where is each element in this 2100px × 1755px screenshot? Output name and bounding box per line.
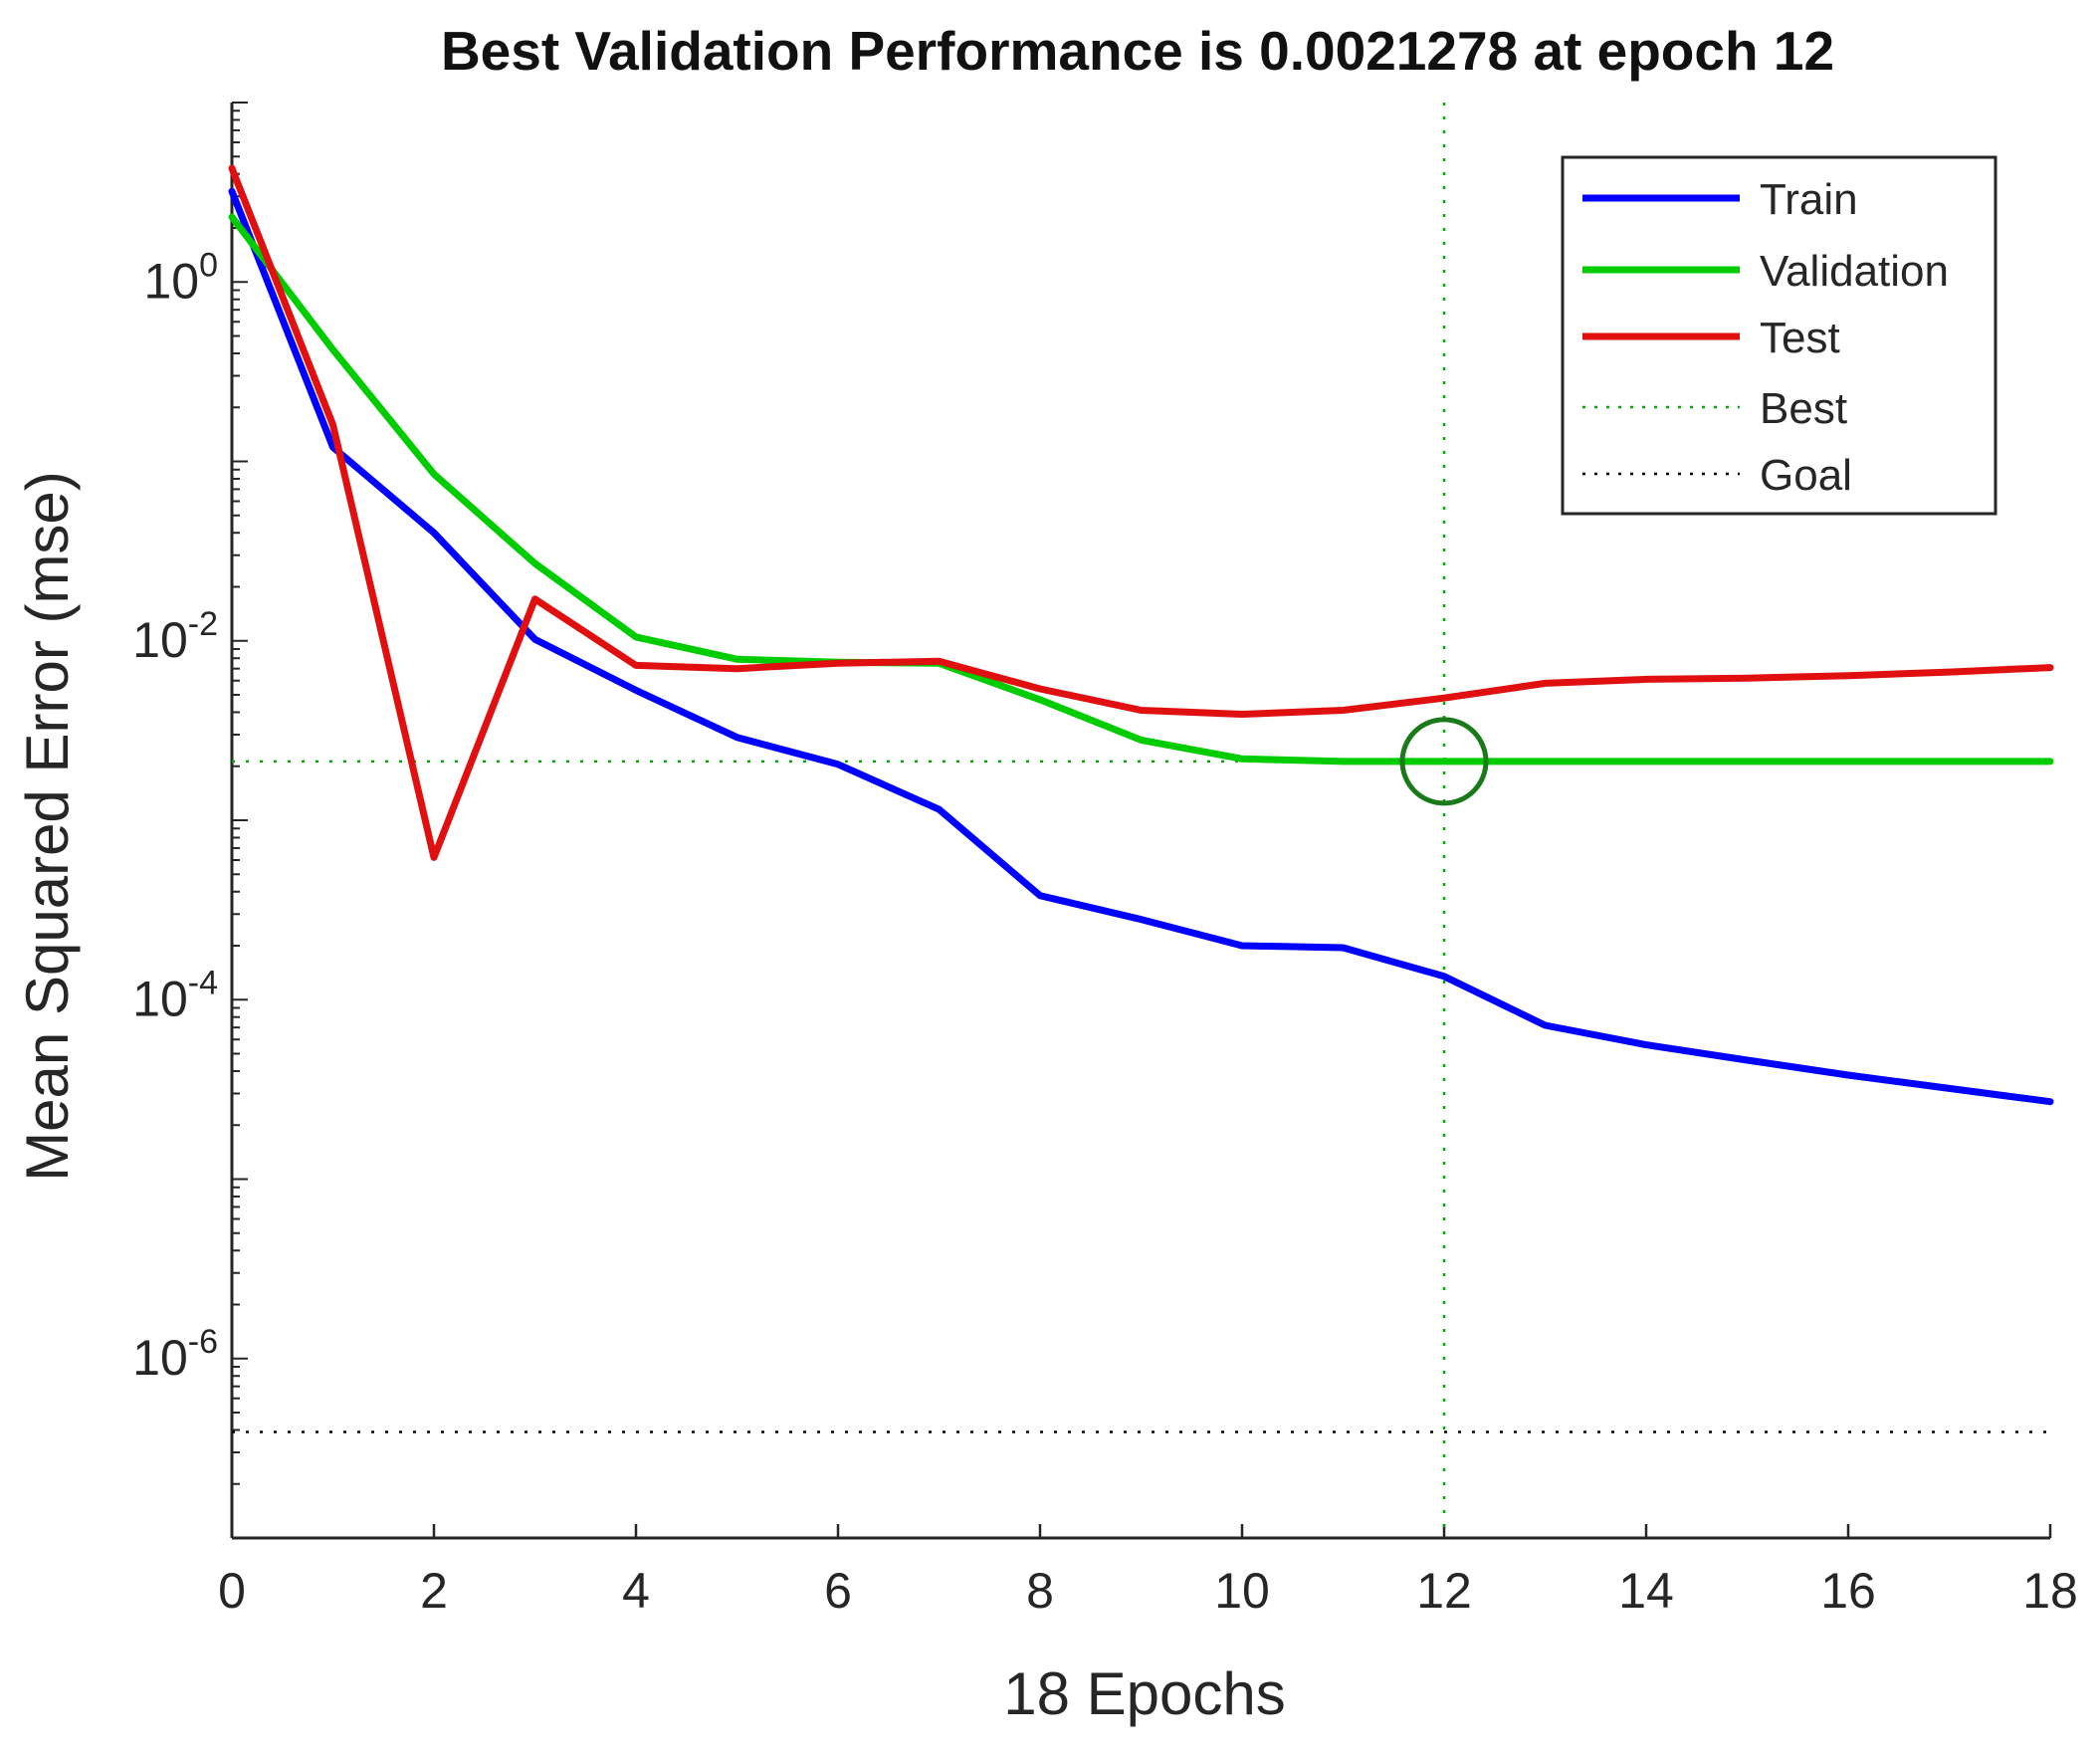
series-line-validation [228,213,2054,766]
x-tick-label: 2 [420,1563,448,1619]
legend-label-train: Train [1760,175,1858,224]
x-tick-label: 12 [1416,1563,1472,1619]
legend-label-best: Best [1760,384,1847,433]
y-tick-label: 100 [143,246,218,309]
y-tick-label: 10-6 [132,1323,218,1386]
x-tick-label: 8 [1026,1563,1054,1619]
series-layer [228,103,2054,1538]
x-tick-label: 6 [824,1563,852,1619]
x-tick-label: 4 [622,1563,650,1619]
x-axis-label: 18 Epochs [1003,1660,1286,1727]
x-tick-label: 0 [218,1563,246,1619]
series-line-train [228,187,2054,1106]
series-line-test [228,164,2054,861]
x-tick-label: 10 [1214,1563,1270,1619]
legend: Train Validation Test Best Goal [1561,155,1997,516]
y-axis-label: Mean Squared Error (mse) [14,471,81,1182]
best-marker-circle [1399,717,1489,806]
x-tick-label: 14 [1618,1563,1674,1619]
legend-label-test: Test [1760,314,1840,362]
chart-title: Best Validation Performance is 0.0021278… [441,20,1834,82]
axes: 0 2 4 6 8 10 12 14 16 18 100 10-2 10-4 10-6 [132,102,2078,1619]
y-tick-label: 10-4 [132,964,218,1026]
legend-label-goal: Goal [1760,451,1852,500]
y-tick-label: 10-2 [132,605,218,668]
x-tick-label: 16 [1820,1563,1876,1619]
x-tick-label: 18 [2022,1563,2078,1619]
legend-label-validation: Validation [1760,247,1949,296]
